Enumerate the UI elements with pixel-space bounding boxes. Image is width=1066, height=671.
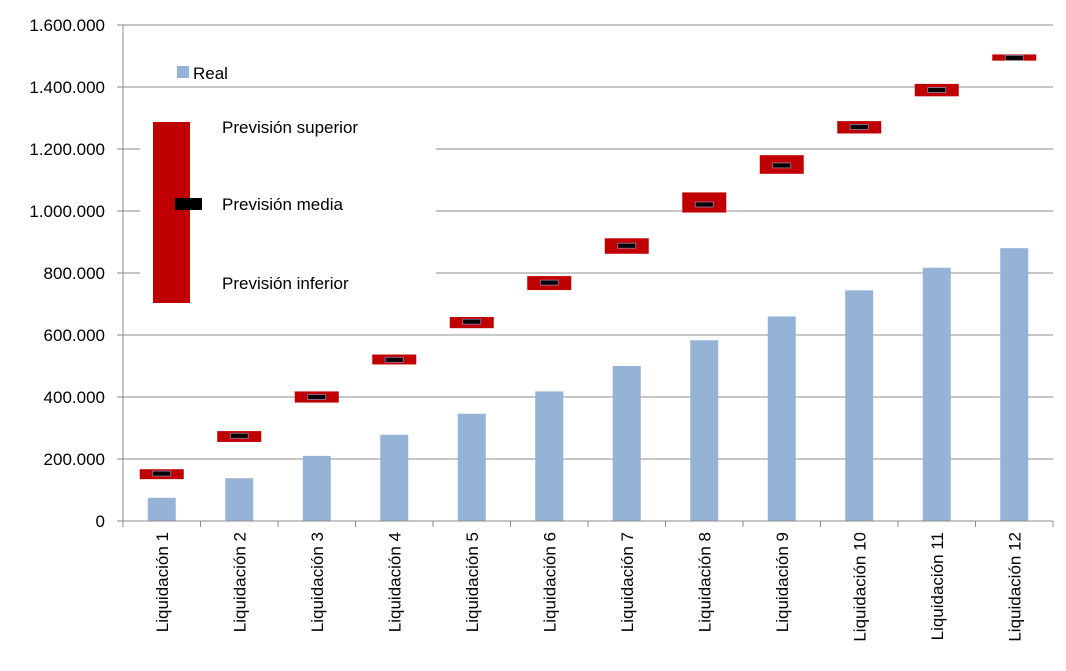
bar-real — [922, 267, 951, 521]
forecast-mean-marker — [694, 201, 714, 208]
y-tick-label: 600.000 — [44, 326, 105, 345]
bar-real — [225, 478, 254, 521]
legend-label-upper: Previsión superior — [222, 118, 358, 137]
forecast-mean-marker — [152, 470, 172, 477]
x-tick-labels: Liquidación 1 Liquidación 2 Liquidación 3 L… — [153, 532, 1025, 642]
legend-range-swatch — [153, 122, 190, 303]
forecast-mean-marker — [772, 162, 792, 169]
bar-real — [535, 391, 564, 521]
forecast-mean-marker — [384, 356, 404, 363]
y-tick-labels: 0 200.000 400.000 600.000 800.000 1.000.000 1.… — [29, 16, 105, 531]
forecast-mean-marker — [1004, 54, 1024, 61]
x-tick-label: Liquidación 10 — [850, 532, 869, 642]
forecast-mean-marker — [229, 432, 249, 439]
legend: Real Previsión superior Previsión media … — [140, 64, 436, 310]
bar-real — [147, 497, 176, 521]
bar-real — [690, 340, 719, 521]
bar-real — [457, 413, 486, 521]
x-tick-label: Liquidación 11 — [928, 532, 947, 640]
legend-mean-swatch — [175, 198, 202, 210]
bar-real — [845, 290, 874, 521]
y-tick-label: 1.400.000 — [29, 78, 105, 97]
y-tick-label: 800.000 — [44, 264, 105, 283]
real-bars — [147, 248, 1029, 521]
y-tick-label: 1.600.000 — [29, 16, 105, 35]
forecast-ranges — [139, 54, 1037, 480]
forecast-mean-marker — [462, 318, 482, 325]
bar-real — [612, 366, 641, 521]
axes — [117, 24, 1054, 527]
x-tick-label: Liquidación 6 — [540, 532, 559, 632]
y-tick-label: 0 — [96, 512, 105, 531]
bar-real — [767, 316, 796, 521]
bar-real — [302, 455, 331, 521]
x-tick-label: Liquidación 9 — [773, 532, 792, 632]
x-tick-label: Liquidación 1 — [153, 532, 172, 632]
forecast-mean-marker — [307, 394, 327, 400]
forecast-mean-marker — [927, 87, 947, 93]
forecast-mean-marker — [539, 279, 559, 286]
x-tick-label: Liquidación 3 — [308, 532, 327, 632]
x-tick-label: Liquidación 5 — [463, 532, 482, 632]
x-tick-label: Liquidación 7 — [618, 532, 637, 632]
bar-real — [380, 434, 409, 521]
legend-swatch-real — [177, 66, 189, 78]
legend-label-mean: Previsión media — [222, 195, 343, 214]
y-tick-label: 200.000 — [44, 450, 105, 469]
x-tick-label: Liquidación 2 — [230, 532, 249, 632]
legend-label-lower: Previsión inferior — [222, 274, 349, 293]
x-tick-label: Liquidación 12 — [1005, 532, 1024, 642]
forecast-mean-marker — [849, 124, 869, 130]
y-tick-label: 1.000.000 — [29, 202, 105, 221]
y-tick-label: 1.200.000 — [29, 140, 105, 159]
x-tick-label: Liquidación 4 — [385, 532, 404, 632]
y-tick-label: 400.000 — [44, 388, 105, 407]
x-tick-label: Liquidación 8 — [695, 532, 714, 632]
forecast-mean-marker — [617, 242, 637, 249]
bar-real — [1000, 248, 1029, 521]
legend-label-real: Real — [193, 64, 228, 83]
